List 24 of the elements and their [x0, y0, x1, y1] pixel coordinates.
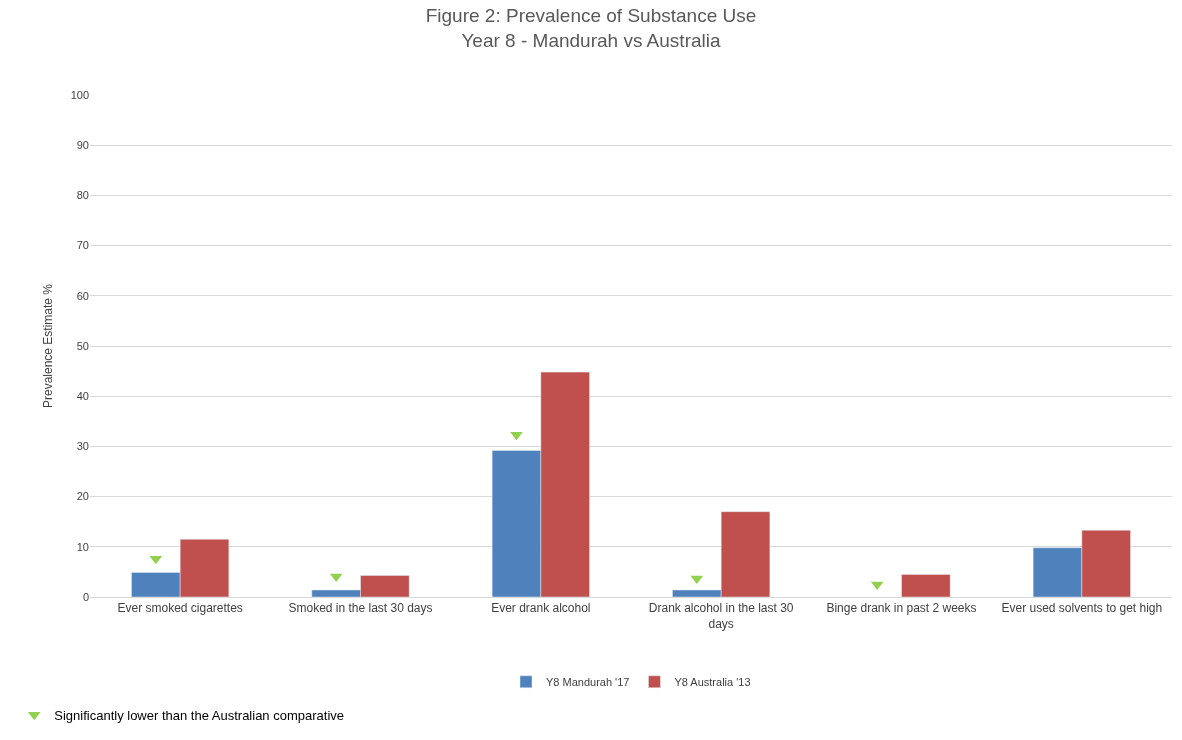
- x-tick-label: Ever smoked cigarettes: [117, 601, 243, 616]
- y-tick-label: 0: [82, 590, 89, 603]
- x-tick-label: Smoked in the last 30 days: [288, 601, 433, 616]
- y-tick-label: 60: [76, 289, 89, 302]
- y-tick-label: 80: [76, 189, 89, 202]
- bar: [901, 574, 951, 597]
- x-tick-label: Ever drank alcohol: [491, 601, 591, 616]
- y-tick-label: 20: [76, 490, 89, 503]
- y-tick-label: 30: [76, 440, 89, 453]
- legend-label: Significantly lower than the Australian comparative: [54, 707, 345, 723]
- x-tick-label: Drank alcohol in the last 30 days: [648, 601, 794, 631]
- y-tick-label: 50: [76, 339, 89, 352]
- x-tick-label: Ever used solvents to get high: [1001, 601, 1163, 616]
- legend-label: Y8 Mandurah '17: [546, 676, 630, 689]
- x-tick-label: Binge drank in past 2 weeks: [826, 601, 977, 616]
- chart-title: Figure 2: Prevalence of Substance Use: [425, 5, 757, 27]
- legend-label: Y8 Australia '13: [674, 676, 751, 689]
- y-tick-label: 10: [76, 540, 89, 553]
- chart-subtitle: Year 8 - Mandurah vs Australia: [461, 29, 721, 51]
- y-axis-title: Prevalence Estimate %: [40, 283, 55, 409]
- y-tick-label: 40: [76, 390, 89, 403]
- y-tick-label: 100: [70, 88, 89, 101]
- y-tick-label: 70: [76, 239, 89, 252]
- y-tick-label: 90: [76, 139, 89, 152]
